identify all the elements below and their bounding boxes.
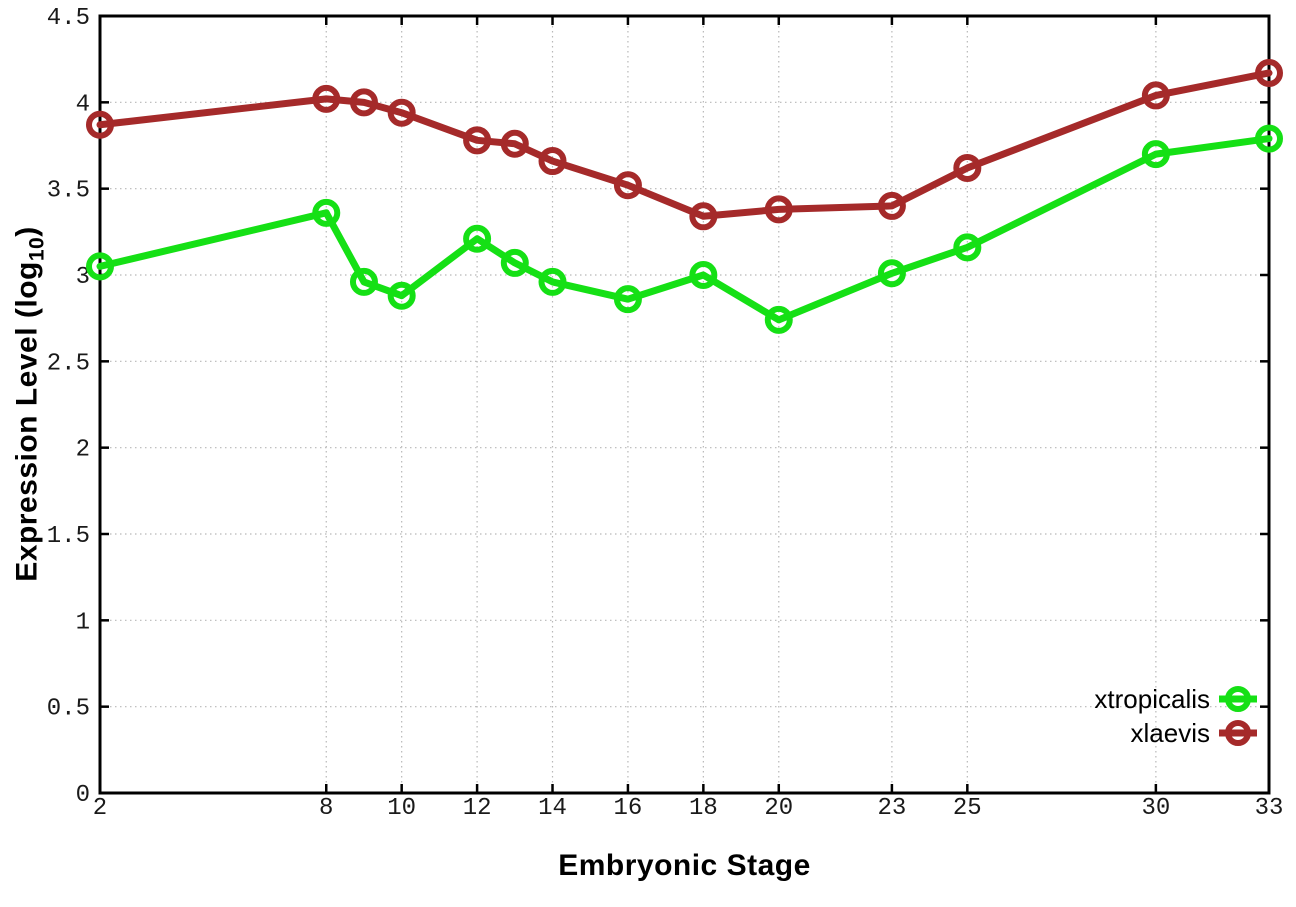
data-point-xtropicalis (312, 198, 341, 227)
x-tick-label: 23 (877, 795, 906, 822)
data-point-xlaevis (689, 202, 718, 231)
x-tick-label: 2 (93, 795, 107, 822)
data-point-xlaevis (387, 98, 416, 127)
legend-label-xlaevis: xlaevis (1131, 718, 1210, 748)
y-tick-label: 0.5 (47, 696, 90, 723)
x-tick-label: 8 (319, 795, 333, 822)
data-point-xlaevis (613, 171, 642, 200)
x-tick-label: 10 (387, 795, 416, 822)
data-point-xlaevis (312, 84, 341, 113)
x-tick-label: 25 (953, 795, 982, 822)
data-point-xtropicalis (877, 259, 906, 288)
y-tick-label: 1 (76, 609, 90, 636)
plot-border (98, 14, 1271, 795)
x-tick-label: 20 (764, 795, 793, 822)
data-point-xtropicalis (387, 281, 416, 310)
y-tick-label: 4.5 (47, 5, 90, 32)
x-tick-label: 33 (1255, 795, 1284, 822)
data-point-xlaevis (86, 110, 114, 139)
data-point-xtropicalis (689, 261, 718, 289)
y-axis-title: Expression Level (log10) (11, 226, 50, 581)
series-line-xlaevis (96, 69, 1273, 220)
data-point-xtropicalis (764, 305, 793, 334)
y-axis-title-subscript: 10 (25, 236, 49, 262)
data-point-xtropicalis (1255, 124, 1283, 153)
y-tick-label: 3 (76, 264, 90, 291)
y-axis-title-end: ) (10, 226, 44, 237)
data-point-xlaevis (463, 126, 492, 155)
data-point-xlaevis (764, 195, 793, 224)
data-point-xtropicalis (500, 248, 529, 277)
y-tick-label: 2 (76, 437, 90, 464)
data-point-xlaevis (953, 153, 982, 182)
data-point-xtropicalis (953, 233, 982, 262)
x-tick-label: 18 (689, 795, 718, 822)
y-tick-label: 0 (76, 782, 90, 809)
y-tick-label: 2.5 (47, 350, 90, 377)
x-tick-label: 14 (538, 795, 567, 822)
legend-marker-xlaevis (1225, 720, 1251, 746)
y-tick-label: 1.5 (47, 523, 90, 550)
data-point-xtropicalis (86, 252, 114, 281)
data-point-xlaevis (1141, 81, 1170, 110)
series-line-xtropicalis (96, 135, 1273, 324)
data-point-xtropicalis (613, 285, 642, 314)
data-point-xlaevis (1255, 58, 1283, 87)
data-point-xlaevis (538, 147, 567, 176)
legend-marker-xtropicalis (1225, 686, 1251, 712)
x-tick-label: 12 (463, 795, 492, 822)
x-axis-title: Embryonic Stage (558, 849, 811, 882)
data-point-xlaevis (500, 129, 529, 158)
data-point-xlaevis (349, 88, 378, 117)
y-axis-title-main: Expression Level (log (10, 261, 44, 582)
data-point-xtropicalis (538, 267, 567, 296)
y-tick-label: 4 (76, 91, 90, 118)
data-point-xlaevis (877, 191, 906, 220)
y-tick-label: 3.5 (47, 178, 90, 205)
legend-label-xtropicalis: xtropicalis (1094, 684, 1210, 714)
data-point-xtropicalis (349, 267, 378, 296)
x-tick-label: 16 (614, 795, 643, 822)
data-point-xtropicalis (1141, 140, 1170, 169)
x-tick-label: 30 (1141, 795, 1170, 822)
data-point-xtropicalis (463, 224, 492, 253)
